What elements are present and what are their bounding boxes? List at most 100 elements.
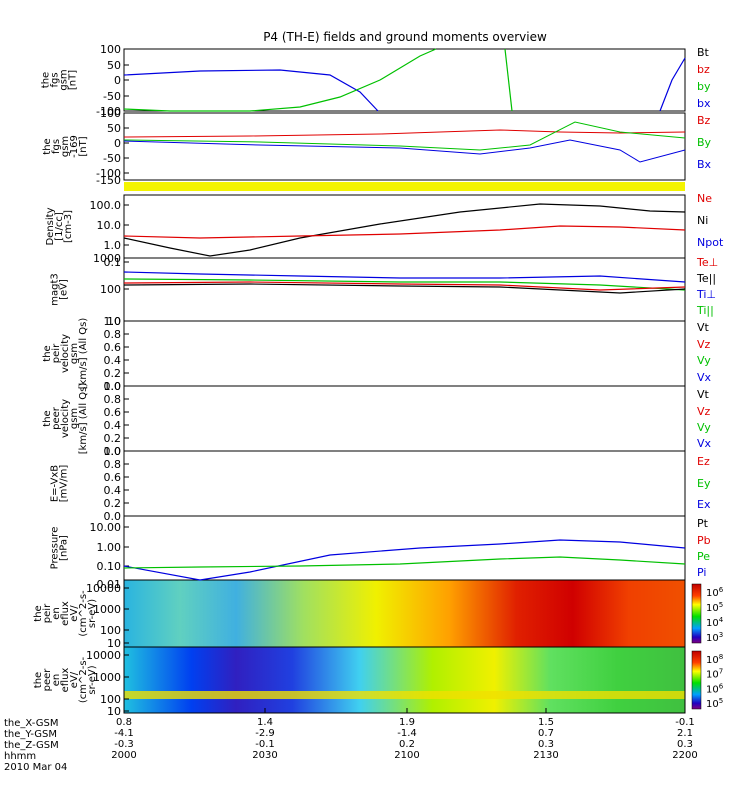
colorbar-label: 103 [706, 631, 723, 644]
svg-text:Pressure: Pressure [50, 527, 61, 570]
panel-frame [123, 112, 686, 181]
y-tick-label: 0.6 [104, 341, 122, 354]
x-tick-label: -2.9 [255, 728, 275, 739]
y-tick-label: 10000 [86, 582, 121, 595]
legend-entry: Ey [697, 477, 711, 490]
y-tick-label: 0.2 [104, 367, 122, 380]
y-tick-label: 0.4 [104, 354, 122, 367]
y-tick-label: 0.1 [104, 256, 122, 269]
legend-entry: Vt [697, 388, 710, 401]
legend-entry: Ni [697, 214, 708, 227]
y-tick-label: 0.4 [104, 484, 122, 497]
legend-entry: Pt [697, 517, 709, 530]
y-tick-label: 100 [100, 43, 121, 56]
y-tick-label: 1.0 [104, 239, 122, 252]
legend: Pt Pb Pe Pi [697, 517, 711, 579]
svg-text:gsm: gsm [59, 69, 70, 90]
y-tick-label: -50 [103, 152, 121, 165]
x-axis-row-label: 2010 Mar 04 [4, 762, 67, 773]
svg-text:gsm: gsm [69, 343, 80, 364]
svg-text:the: the [33, 605, 44, 621]
y-tick-label: 0 [114, 74, 121, 87]
y-tick-label: 100 [100, 107, 121, 120]
y-tick-label: 100.0 [90, 199, 122, 212]
x-tick-label: 2030 [252, 750, 277, 761]
x-tick-label: 2130 [533, 750, 558, 761]
svg-text:[km/s] (All Qs): [km/s] (All Qs) [78, 383, 89, 455]
x-tick-label: 2100 [394, 750, 419, 761]
y-tick-label: 100 [100, 283, 121, 296]
panel-4: 1000 100 10 magt3[eV] Te⊥ Te|| Ti⊥ Ti|| [50, 252, 719, 328]
legend-entry: Vy [697, 354, 711, 367]
y-tick-label: 0.0 [104, 445, 122, 458]
legend-entry: Ti⊥ [696, 288, 716, 301]
y-tick-label: 10000 [86, 649, 121, 662]
x-tick-label: 2.1 [677, 728, 693, 739]
y-tick-label: 1.0 [104, 380, 122, 393]
legend-entry: Ne [697, 192, 712, 205]
svg-text:eV/: eV/ [69, 605, 80, 622]
x-axis-row-label: the_X-GSM [4, 718, 58, 729]
x-tick-label: -4.1 [114, 728, 134, 739]
legend-entry: Pe [697, 550, 710, 563]
legend-entry: By [697, 136, 712, 149]
y-tick-label: 100 [100, 624, 121, 637]
legend-entry: Npot [697, 236, 724, 249]
svg-text:eflux: eflux [60, 601, 71, 626]
x-axis-row-label: hhmm [4, 751, 36, 762]
trace-bx-2 [659, 57, 686, 112]
svg-text:velocity: velocity [60, 334, 71, 373]
svg-text:E=-VxB: E=-VxB [50, 465, 61, 502]
x-tick-label: -0.1 [675, 717, 695, 728]
legend-entry: Pi [697, 566, 706, 579]
trace-ni [123, 203, 686, 257]
panel-frame [123, 646, 686, 714]
y-tick-label: 0 [114, 137, 121, 150]
legend-entry: Vt [697, 321, 710, 334]
legend-entry: bz [697, 63, 710, 76]
y-tick-label: 1.0 [104, 315, 122, 328]
x-axis-row-label: the_Y-GSM [4, 729, 57, 740]
y-tick-label: 0.01 [97, 578, 122, 591]
legend: Ez Ey Ex [697, 455, 711, 511]
colorbar-label: 105 [706, 697, 723, 710]
svg-text:[cm-3]: [cm-3] [63, 210, 74, 243]
svg-text:eflux: eflux [60, 668, 71, 693]
svg-text:-169: -169 [69, 135, 80, 158]
x-tick-label: 0.2 [399, 739, 415, 750]
svg-text:fgs: fgs [51, 139, 62, 154]
y-tick-label: 1.0 [104, 445, 122, 458]
svg-text:peir: peir [42, 603, 53, 623]
y-tick-label: 10 [107, 705, 121, 718]
y-tick-label: 0.6 [104, 471, 122, 484]
legend-entry: Bz [697, 114, 711, 127]
y-tick-label: 1000 [93, 603, 121, 616]
svg-text:gsm: gsm [60, 136, 71, 157]
x-tick-label: 0.7 [538, 728, 554, 739]
trace-by-2 [123, 121, 686, 151]
svg-text:gsm: gsm [69, 408, 80, 429]
legend-entry: Pb [697, 534, 711, 547]
y-tick-label: -50 [103, 90, 121, 103]
colorbar-label: 104 [706, 616, 724, 629]
panel-frame [123, 48, 686, 112]
trace-by-2 [504, 48, 513, 112]
legend-entry: Vx [697, 371, 712, 384]
legend-entry: Ti|| [696, 304, 714, 317]
flag-bar [124, 182, 685, 191]
svg-text:the: the [42, 138, 53, 154]
legend-entry: Vz [697, 338, 711, 351]
svg-text:fgs: fgs [50, 72, 61, 87]
svg-text:eV/: eV/ [69, 671, 80, 688]
trace-bx [123, 69, 379, 112]
trace-pe [123, 556, 686, 569]
y-axis-label: E=-VxB[mV/m] [50, 465, 70, 503]
x-tick-label: 2000 [111, 750, 136, 761]
y-tick-label: 0.0 [104, 510, 122, 523]
trace-by [123, 48, 437, 112]
